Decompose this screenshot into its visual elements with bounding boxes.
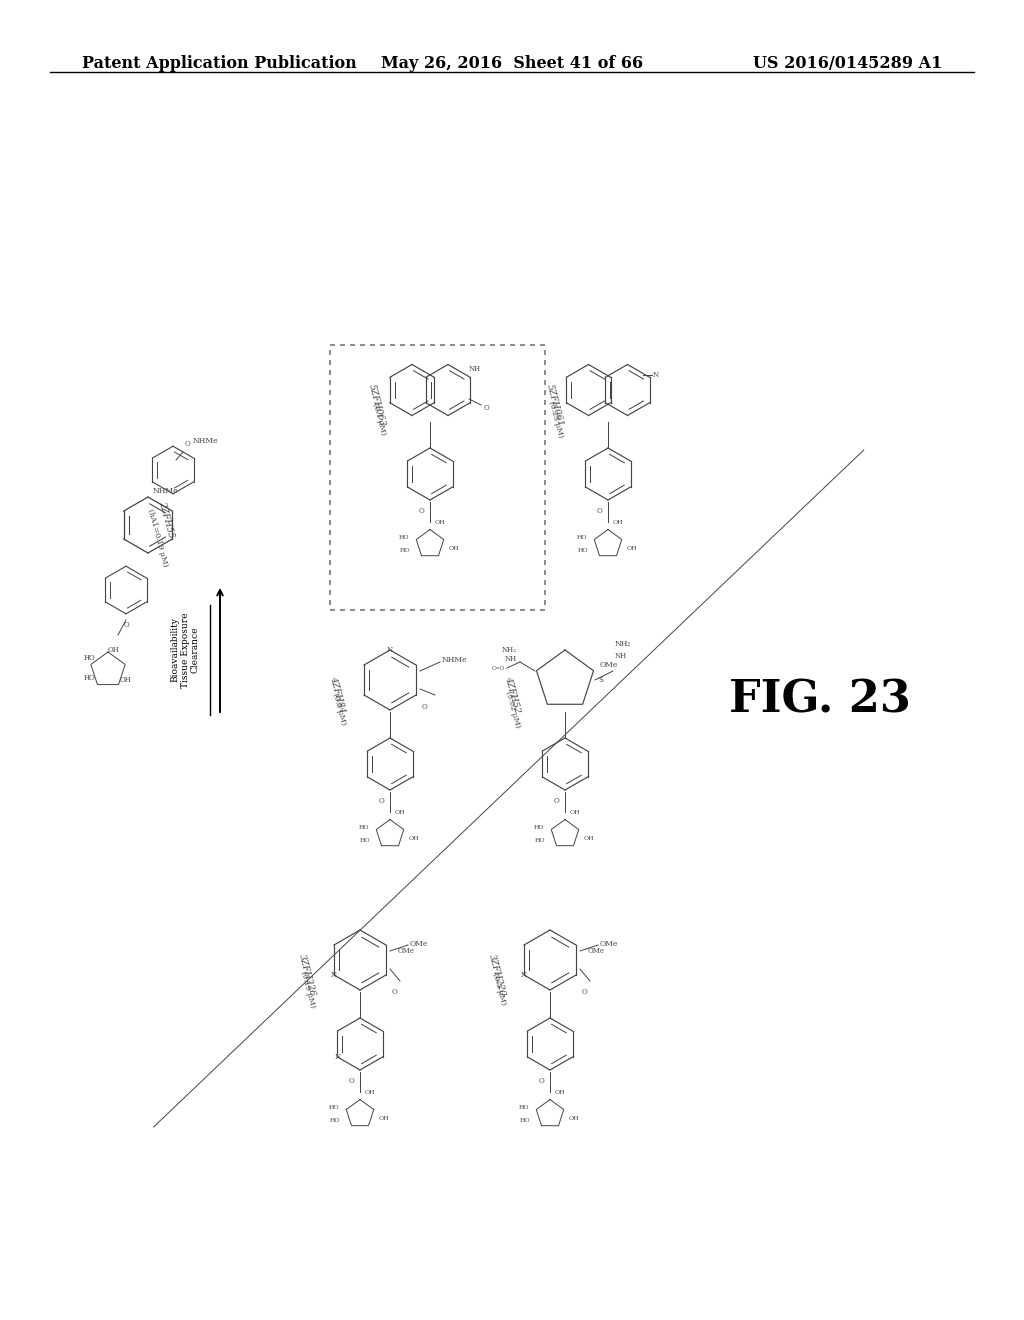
Text: N: N — [331, 972, 337, 979]
Text: OH: OH — [569, 810, 580, 816]
Text: OMe: OMe — [600, 661, 618, 669]
Text: HO: HO — [329, 1105, 339, 1110]
Text: C=O: C=O — [492, 665, 505, 671]
Text: 5ZFH063: 5ZFH063 — [367, 383, 387, 428]
Text: OH: OH — [449, 545, 459, 550]
Text: O: O — [378, 797, 384, 805]
Text: FIG. 23: FIG. 23 — [729, 678, 911, 722]
Text: OH: OH — [379, 1115, 389, 1121]
Text: HO: HO — [520, 1118, 530, 1123]
Text: HO: HO — [400, 548, 411, 553]
Text: OH: OH — [365, 1090, 375, 1096]
Text: (0.02 μM): (0.02 μM) — [505, 689, 522, 729]
Text: 4ZFH84: 4ZFH84 — [329, 676, 347, 714]
Text: (0.5 μM): (0.5 μM) — [490, 972, 507, 1006]
Text: NH: NH — [469, 366, 481, 374]
Text: OH: OH — [554, 1090, 565, 1096]
Text: O: O — [582, 987, 588, 995]
Text: OH: OH — [584, 836, 594, 841]
Text: O: O — [348, 1077, 354, 1085]
Text: OMe: OMe — [410, 940, 428, 948]
Text: OMe: OMe — [398, 946, 415, 954]
Text: N: N — [335, 1053, 341, 1061]
Text: NH₂: NH₂ — [615, 640, 632, 648]
Text: OH: OH — [108, 645, 119, 653]
Text: O: O — [392, 987, 398, 995]
Text: (0.5 μM): (0.5 μM) — [331, 692, 347, 726]
Text: NH: NH — [615, 652, 627, 660]
Text: HO: HO — [360, 838, 371, 843]
Text: 5ZFH061: 5ZFH061 — [545, 383, 565, 428]
Text: HO: HO — [534, 825, 544, 830]
Text: HO: HO — [518, 1105, 528, 1110]
Text: OH: OH — [434, 520, 444, 525]
Text: NHMe: NHMe — [193, 437, 219, 445]
Text: OH: OH — [568, 1115, 580, 1121]
Text: N: N — [521, 972, 527, 979]
Text: (hA1=0.19 μM): (hA1=0.19 μM) — [146, 508, 170, 568]
Text: 2ZFH55: 2ZFH55 — [157, 500, 175, 540]
Text: (0.1 μM): (0.1 μM) — [371, 403, 387, 436]
Text: US 2016/0145289 A1: US 2016/0145289 A1 — [753, 55, 942, 73]
Text: 3ZFH220: 3ZFH220 — [487, 953, 507, 997]
Text: HO: HO — [358, 825, 369, 830]
Text: O: O — [422, 704, 428, 711]
Text: NHMe: NHMe — [153, 487, 178, 495]
Text: HO: HO — [84, 675, 96, 682]
Text: NHMe: NHMe — [442, 656, 468, 664]
Text: HO: HO — [577, 535, 587, 540]
Text: (0.25 μM): (0.25 μM) — [548, 400, 565, 438]
Text: HO: HO — [398, 535, 409, 540]
Text: OH: OH — [612, 520, 623, 525]
Text: OH: OH — [409, 836, 419, 841]
Text: OMe: OMe — [588, 946, 605, 954]
Text: OH: OH — [120, 676, 132, 684]
Text: Patent Application Publication: Patent Application Publication — [82, 55, 356, 73]
Text: OH: OH — [627, 545, 637, 550]
Text: O: O — [596, 507, 602, 515]
Text: (0.19 μM): (0.19 μM) — [299, 970, 317, 1008]
Text: HO: HO — [330, 1118, 340, 1123]
Text: N: N — [653, 371, 659, 379]
Text: OMe: OMe — [600, 940, 618, 948]
Text: HO: HO — [535, 838, 546, 843]
Text: O: O — [539, 1077, 544, 1085]
Text: May 26, 2016  Sheet 41 of 66: May 26, 2016 Sheet 41 of 66 — [381, 55, 643, 73]
Text: NH₂: NH₂ — [502, 645, 517, 653]
Text: O: O — [123, 620, 129, 630]
Text: Bioavailability
Tissue Exposure
Clearance: Bioavailability Tissue Exposure Clearanc… — [170, 612, 200, 688]
Text: O: O — [553, 797, 559, 805]
Text: N: N — [387, 645, 393, 653]
Text: O: O — [185, 440, 190, 447]
Text: 3ZFH226: 3ZFH226 — [297, 953, 317, 997]
Text: O: O — [418, 507, 424, 515]
Text: NH: NH — [505, 655, 517, 663]
Text: 4ZFH52: 4ZFH52 — [504, 676, 522, 714]
Text: O: O — [484, 404, 489, 412]
Text: S: S — [598, 676, 603, 684]
Text: HO: HO — [84, 653, 96, 663]
Text: HO: HO — [578, 548, 589, 553]
Text: OH: OH — [394, 810, 404, 816]
Bar — [330, 345, 545, 610]
